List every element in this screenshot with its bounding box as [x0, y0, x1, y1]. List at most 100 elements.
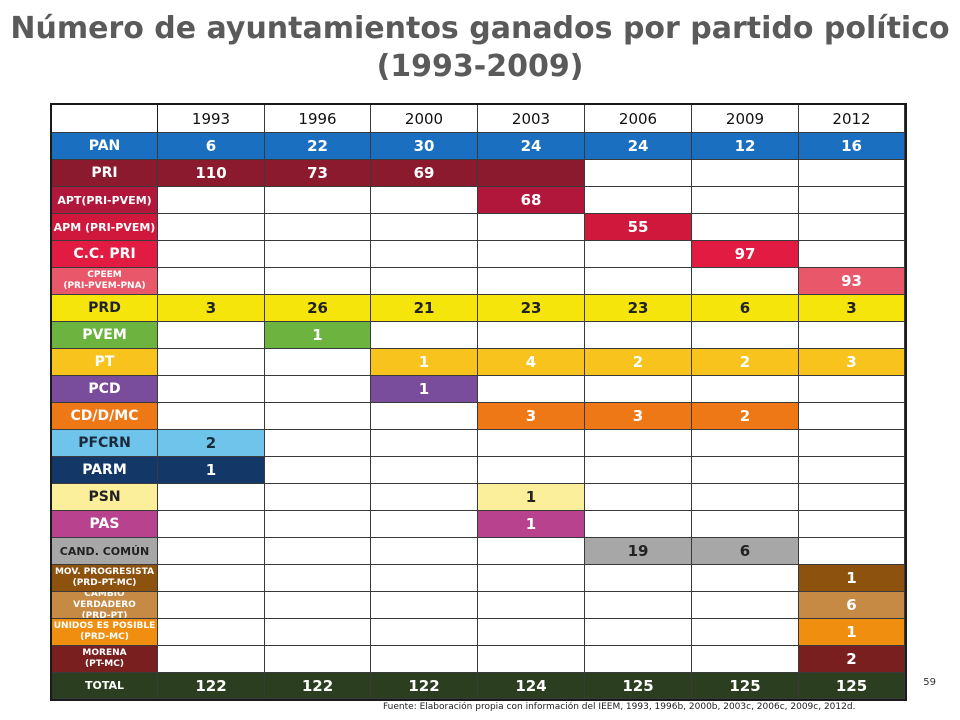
party-label: PSN [52, 484, 158, 511]
table-cell [478, 565, 585, 592]
party-label: PRI [52, 160, 158, 187]
table-cell: 1 [371, 349, 478, 376]
table-cell [585, 430, 692, 457]
table-corner [52, 105, 158, 133]
table-cell [371, 511, 478, 538]
table-cell [371, 592, 478, 619]
slide-title: Número de ayuntamientos ganados por part… [0, 10, 960, 86]
table-cell [158, 268, 265, 295]
table-cell [799, 538, 905, 565]
party-label: PARM [52, 457, 158, 484]
table-cell [265, 376, 371, 403]
table-cell: 21 [371, 295, 478, 322]
table-cell [478, 160, 585, 187]
table-cell: 2 [158, 430, 265, 457]
table-cell: 23 [585, 295, 692, 322]
table-cell: 26 [265, 295, 371, 322]
table-cell [799, 241, 905, 268]
table-cell [158, 592, 265, 619]
table-cell: 23 [478, 295, 585, 322]
total-cell: 122 [158, 673, 265, 699]
table-cell: 22 [265, 133, 371, 160]
table-cell [585, 565, 692, 592]
table-cell: 73 [265, 160, 371, 187]
party-label: PAS [52, 511, 158, 538]
table-cell [692, 430, 799, 457]
party-label: CAND. COMÚN [52, 538, 158, 565]
party-label: CPEEM (PRI-PVEM-PNA) [52, 268, 158, 295]
table-cell [585, 511, 692, 538]
table-cell [692, 511, 799, 538]
table-cell [692, 160, 799, 187]
table-cell [265, 538, 371, 565]
table-cell [371, 268, 478, 295]
table-cell: 2 [585, 349, 692, 376]
table-cell: 24 [585, 133, 692, 160]
table-cell [478, 592, 585, 619]
table-cell [585, 592, 692, 619]
table-cell: 1 [478, 511, 585, 538]
table-cell: 1 [158, 457, 265, 484]
title-line-2: (1993-2009) [376, 49, 584, 84]
table-cell [371, 484, 478, 511]
table-cell: 1 [799, 565, 905, 592]
table-cell [265, 646, 371, 673]
table-cell: 6 [799, 592, 905, 619]
table-cell [692, 187, 799, 214]
table-cell: 2 [692, 403, 799, 430]
total-cell: 125 [585, 673, 692, 699]
party-label: APT(PRI-PVEM) [52, 187, 158, 214]
total-cell: 122 [265, 673, 371, 699]
table-cell [478, 376, 585, 403]
table-cell [371, 187, 478, 214]
table-cell: 69 [371, 160, 478, 187]
party-label: APM (PRI-PVEM) [52, 214, 158, 241]
total-cell: 125 [692, 673, 799, 699]
party-label: PVEM [52, 322, 158, 349]
table-cell [371, 457, 478, 484]
table-cell [692, 565, 799, 592]
table-cell: 1 [478, 484, 585, 511]
results-table: 1993 1996 2000 2003 2006 2009 2012 PAN 6 22 30 24 24… [50, 103, 907, 701]
year-header: 2003 [478, 105, 585, 133]
table-cell [265, 511, 371, 538]
table-cell: 1 [371, 376, 478, 403]
table-cell [585, 646, 692, 673]
table-cell: 19 [585, 538, 692, 565]
year-header: 2009 [692, 105, 799, 133]
party-label: UNIDOS ES POSIBLE (PRD-MC) [52, 619, 158, 646]
table-cell [478, 646, 585, 673]
table-cell: 16 [799, 133, 905, 160]
party-label: MORENA (PT-MC) [52, 646, 158, 673]
table-cell [158, 619, 265, 646]
party-label: PRD [52, 295, 158, 322]
table-cell [265, 484, 371, 511]
table-cell [692, 376, 799, 403]
table-cell [478, 457, 585, 484]
year-header: 1993 [158, 105, 265, 133]
table-cell [371, 403, 478, 430]
table-cell [585, 484, 692, 511]
table-cell: 30 [371, 133, 478, 160]
table-cell: 6 [158, 133, 265, 160]
table-cell [478, 268, 585, 295]
table-cell [371, 619, 478, 646]
total-cell: 122 [371, 673, 478, 699]
table-cell [585, 241, 692, 268]
table-cell [478, 241, 585, 268]
table-cell [371, 646, 478, 673]
table-cell [158, 376, 265, 403]
table-cell [158, 187, 265, 214]
table-cell: 110 [158, 160, 265, 187]
table-cell: 93 [799, 268, 905, 295]
table-cell: 2 [692, 349, 799, 376]
table-cell [158, 403, 265, 430]
table-cell [585, 376, 692, 403]
table-cell: 6 [692, 295, 799, 322]
table-cell [265, 457, 371, 484]
table-cell [265, 241, 371, 268]
table-cell [585, 268, 692, 295]
table-cell [585, 322, 692, 349]
table-cell [799, 484, 905, 511]
table-cell [585, 619, 692, 646]
